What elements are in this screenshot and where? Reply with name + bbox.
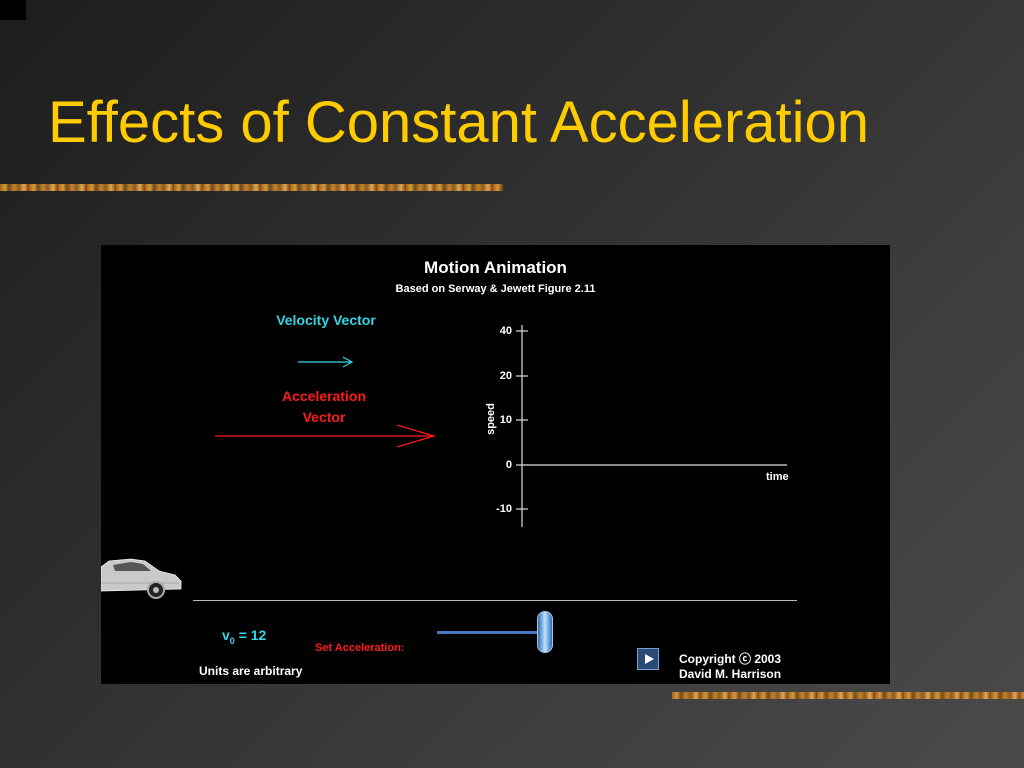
decorative-bar-bottom: [672, 692, 1024, 699]
road-line: [193, 600, 797, 601]
slide-title: Effects of Constant Acceleration: [48, 90, 870, 155]
y-axis-ticks: [516, 330, 528, 510]
y-tick-label: 20: [499, 370, 512, 382]
y-tick-label: 40: [499, 325, 512, 337]
y-axis-label: speed: [485, 403, 497, 435]
animation-title: Motion Animation: [424, 258, 567, 277]
acceleration-vector-arrow: [215, 424, 437, 448]
motion-animation-applet: Motion Animation Based on Serway & Jewet…: [101, 245, 890, 684]
y-tick-label: 0: [505, 459, 512, 471]
initial-velocity-label: v0 = 12: [222, 627, 267, 646]
car-image: [101, 558, 182, 599]
acceleration-slider-track[interactable]: [437, 631, 539, 634]
copyright-line: Copyright ⓒ 2003: [679, 652, 782, 666]
units-note: Units are arbitrary: [199, 664, 303, 678]
x-axis-label: time: [766, 471, 789, 483]
author-line: David M. Harrison: [679, 667, 782, 681]
velocity-vector-arrow: [298, 356, 354, 368]
acceleration-slider-thumb[interactable]: [537, 611, 553, 653]
animation-subtitle: Based on Serway & Jewett Figure 2.11: [395, 283, 596, 295]
acceleration-vector-label: Acceleration Vector: [281, 388, 367, 425]
play-button[interactable]: [637, 648, 659, 670]
decorative-bar-top: [0, 184, 503, 191]
corner-mark: [0, 0, 26, 20]
y-tick-label: -10: [496, 503, 512, 515]
velocity-vector-label: Velocity Vector: [276, 312, 376, 328]
y-tick-label: 10: [499, 414, 512, 426]
graph-and-vectors: [215, 325, 787, 527]
set-acceleration-label: Set Acceleration:: [315, 642, 405, 654]
